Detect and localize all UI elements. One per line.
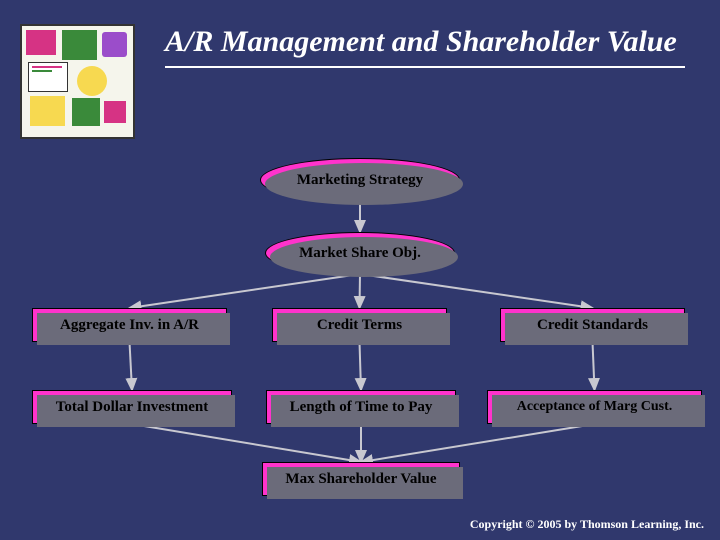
- node-n2: Market Share Obj.: [265, 232, 455, 274]
- node-n3: Aggregate Inv. in A/R: [32, 308, 227, 342]
- flowchart: Marketing Strategy Market Share Obj. Aggre…: [0, 150, 720, 510]
- node-n7: Length of Time to Pay: [266, 390, 456, 424]
- node-n6: Total Dollar Investment: [32, 390, 232, 424]
- node-n5: Credit Standards: [500, 308, 685, 342]
- clipart-image: [20, 24, 135, 139]
- copyright-text: Copyright © 2005 by Thomson Learning, In…: [470, 517, 704, 532]
- slide-title: A/R Management and Shareholder Value: [165, 24, 685, 68]
- node-n8: Acceptance of Marg Cust.: [487, 390, 702, 424]
- slide-header: A/R Management and Shareholder Value: [20, 24, 700, 139]
- node-n4: Credit Terms: [272, 308, 447, 342]
- node-n9: Max Shareholder Value: [262, 462, 460, 496]
- node-n1: Marketing Strategy: [260, 158, 460, 202]
